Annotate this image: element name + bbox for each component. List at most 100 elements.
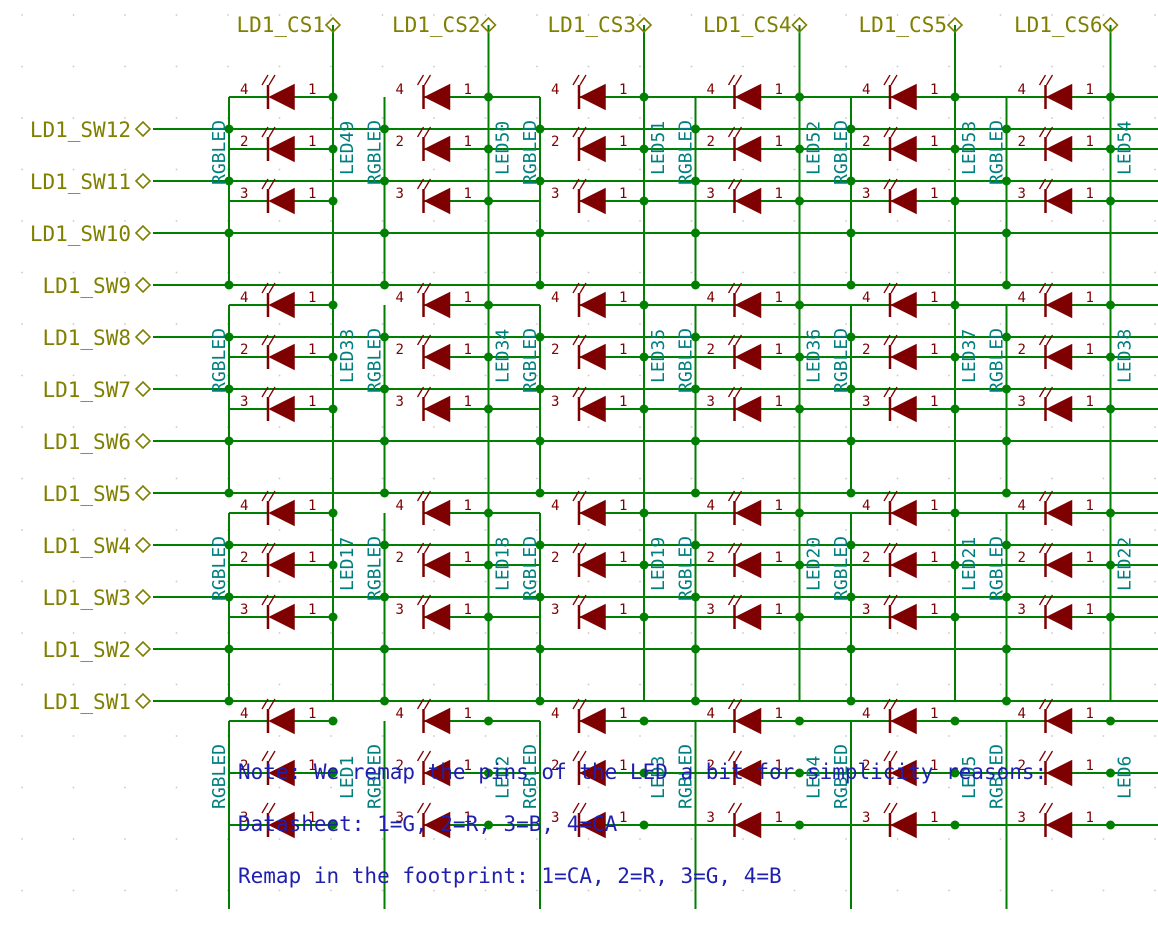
grid-dot [1154, 477, 1156, 480]
grid-dot [999, 14, 1002, 16]
led-channel-pin: 2 [707, 342, 715, 358]
led-common-pin: 1 [464, 342, 472, 358]
grid-dot [330, 426, 332, 428]
grid-dot [896, 426, 899, 428]
led-diode-icon [423, 551, 451, 579]
led-light-arrows [727, 282, 743, 294]
led-value-label: RGBLED [209, 744, 230, 809]
grid-dot [124, 477, 126, 480]
led-designator-label: LED1 [337, 756, 358, 799]
led-diode-icon [734, 499, 762, 527]
grid-dot [639, 889, 641, 892]
led-channel-pin: 4 [862, 498, 870, 514]
row-net-label: LD1_SW11 [30, 170, 131, 194]
led-diode-icon [579, 83, 606, 111]
grid-dot [484, 786, 487, 789]
grid-dot [793, 683, 796, 686]
junction-dot-icon [691, 280, 700, 290]
grid-dot [484, 529, 487, 531]
junction-dot-icon [691, 644, 700, 654]
led-channel-pin: 3 [551, 810, 559, 826]
grid-dot [278, 838, 281, 840]
led-value-label: RGBLED [365, 536, 386, 601]
grid-dot [793, 271, 796, 274]
led-common-pin: 1 [619, 602, 627, 618]
grid-dot [999, 632, 1002, 634]
grid-dot [278, 14, 281, 16]
junction-dot-icon [328, 144, 338, 154]
junction-dot-icon [328, 508, 338, 518]
led-light-arrows [572, 386, 587, 398]
junction-dot-icon [950, 716, 960, 726]
hierarchical-port-icon [134, 692, 152, 710]
led-light-arrows [727, 802, 743, 814]
led-channel-pin: 2 [240, 758, 248, 774]
led-light-arrows [1038, 490, 1054, 502]
junction-dot-icon [846, 592, 856, 602]
led-light-arrows [883, 126, 898, 138]
led-channel-pin: 3 [396, 186, 404, 202]
grid-dot [1102, 374, 1105, 377]
junction-dot-icon [639, 716, 649, 726]
led-diode-icon [1045, 83, 1073, 111]
junction-dot-icon [846, 280, 856, 290]
led-light-arrows [883, 282, 898, 294]
grid-dot [999, 168, 1002, 171]
grid-dot [381, 323, 384, 325]
junction-dot-icon [328, 716, 338, 726]
grid-dot [639, 632, 641, 634]
led-channel-pin: 4 [240, 498, 248, 514]
grid-dot [72, 271, 75, 274]
led-diode-icon [890, 811, 917, 839]
grid-dot [484, 683, 487, 686]
grid-dot [1102, 117, 1105, 119]
grid-dot [330, 889, 332, 892]
junction-dot-icon [328, 92, 338, 102]
led-diode-icon [734, 135, 762, 163]
junction-dot-icon [328, 612, 338, 622]
grid-dot [381, 220, 384, 222]
grid-dot [536, 14, 538, 16]
grid-dot [948, 65, 950, 68]
grid-dot [793, 65, 796, 68]
grid-dot [484, 374, 487, 377]
led-light-arrows [1038, 386, 1054, 398]
grid-dot [1051, 889, 1053, 892]
grid-dot [278, 168, 281, 171]
grid-dot [690, 683, 693, 686]
led-diode-icon [890, 135, 917, 163]
junction-dot-icon [484, 300, 493, 310]
led-diode-icon [890, 603, 917, 631]
led-designator-label: LED3 [648, 756, 669, 799]
led-channel-pin: 3 [862, 810, 870, 826]
led-light-arrows [727, 74, 743, 86]
led-diode-icon [1045, 551, 1073, 579]
grid-dot [793, 529, 796, 531]
grid-dot [1102, 580, 1105, 583]
grid-dot [330, 786, 332, 789]
grid-dot [433, 889, 435, 892]
grid-dot [21, 220, 23, 222]
grid-dot [381, 838, 384, 840]
led-common-pin: 1 [1086, 82, 1094, 98]
grid-dot [330, 14, 332, 16]
grid-dot [999, 374, 1002, 377]
junction-dot-icon [846, 332, 856, 342]
grid-dot [999, 838, 1002, 840]
grid-dot [433, 374, 435, 377]
led-diode-icon [890, 291, 917, 319]
grid-dot [21, 632, 23, 634]
led-light-arrows [883, 802, 898, 814]
grid-dot [1154, 889, 1156, 892]
led-light-arrows [261, 282, 276, 294]
grid-dot [175, 168, 178, 171]
led-diode-icon [734, 395, 762, 423]
led-common-pin: 1 [464, 602, 472, 618]
led-channel-pin: 2 [862, 342, 870, 358]
led-designator-label: LED51 [648, 121, 669, 175]
grid-dot [587, 271, 590, 274]
led-common-pin: 1 [930, 706, 938, 722]
grid-dot [278, 477, 281, 480]
grid-dot [278, 65, 281, 68]
grid-dot [845, 735, 847, 737]
